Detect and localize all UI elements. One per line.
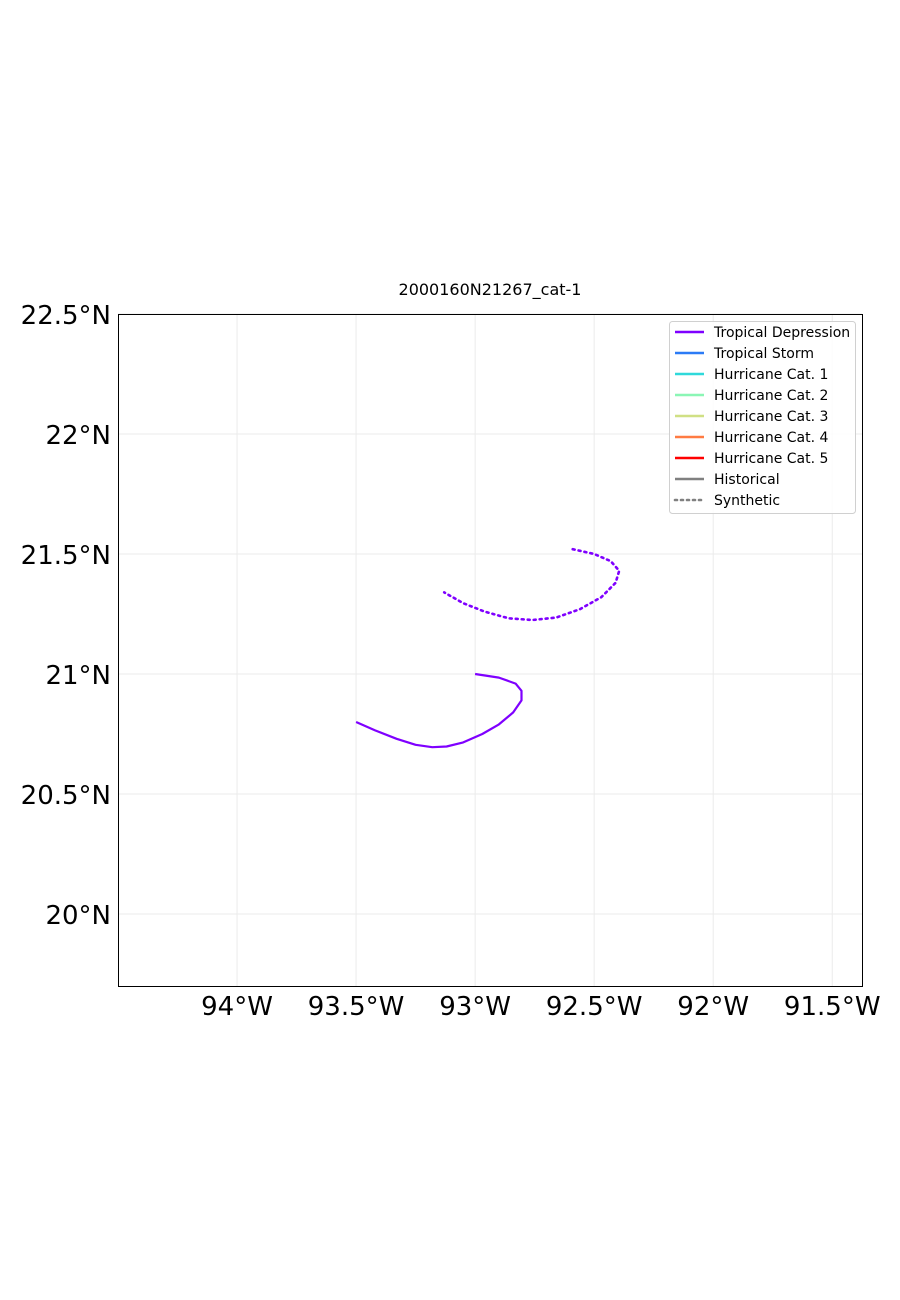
legend-label: Tropical Storm [713,346,814,362]
legend-label: Synthetic [714,493,780,509]
y-tick-label: 20.5°N [21,781,111,811]
historical-track-line [355,672,523,749]
y-axis-tick-labels: 20°N 20.5°N 21°N 21.5°N 22°N 22.5°N [21,301,111,931]
y-tick-label: 20°N [45,901,111,931]
legend-label: Hurricane Cat. 1 [714,367,828,383]
x-tick-label: 93°W [439,992,511,1022]
legend-label: Historical [714,472,780,488]
x-tick-label: 92°W [677,992,749,1022]
legend: Tropical Depression Tropical Storm Hurrica… [669,321,856,514]
y-tick-label: 22.5°N [21,301,111,331]
x-tick-label: 93.5°W [308,992,405,1022]
legend-label: Hurricane Cat. 5 [714,451,828,467]
chart-title: 2000160N21267_cat-1 [399,280,582,300]
x-tick-label: 94°W [201,992,273,1022]
y-tick-label: 21°N [45,661,111,691]
legend-label: Hurricane Cat. 3 [714,409,828,425]
legend-label: Tropical Depression [713,325,850,341]
x-tick-label: 92.5°W [546,992,643,1022]
legend-frame [669,321,856,514]
y-tick-label: 21.5°N [21,541,111,571]
synthetic-track-line [442,547,621,622]
x-tick-label: 91.5°W [784,992,881,1022]
legend-label: Hurricane Cat. 4 [714,430,829,446]
y-tick-label: 22°N [45,421,111,451]
x-axis-tick-labels: 94°W 93.5°W 93°W 92.5°W 92°W 91.5°W [201,992,880,1022]
plot-area-frame [118,314,863,987]
storm-tracks [355,547,621,749]
legend-label: Hurricane Cat. 2 [714,388,828,404]
